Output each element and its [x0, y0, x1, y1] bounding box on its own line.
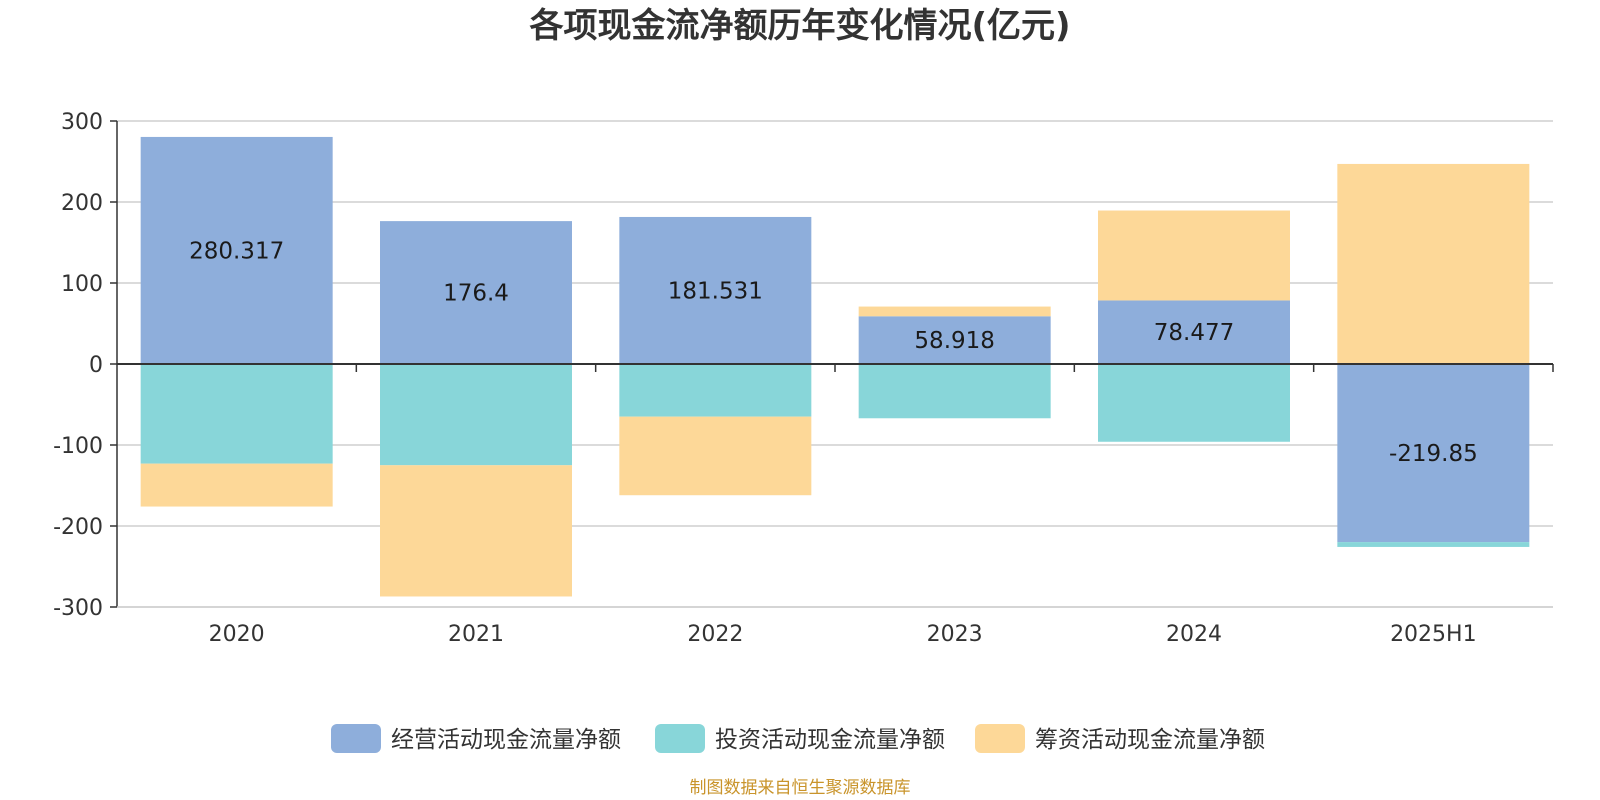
source-note: 制图数据来自恒生聚源数据库	[690, 778, 911, 798]
y-tick-label: -300	[53, 596, 103, 621]
bar-operating-2020	[140, 136, 333, 364]
data-label: 181.531	[668, 278, 763, 304]
chart-title: 各项现金流净额历年变化情况(亿元)	[529, 6, 1070, 46]
bar-operating-2023	[858, 316, 1051, 364]
bar-financing-2021	[380, 465, 572, 597]
bar-investing-2022	[619, 364, 812, 417]
x-tick-label: 2021	[448, 622, 504, 647]
legend-label[interactable]: 经营活动现金流量净额	[391, 727, 621, 753]
y-tick-label: 0	[89, 353, 103, 378]
bar-operating-2024	[1098, 300, 1290, 364]
bar-investing-2025H1	[1337, 542, 1530, 547]
bar-operating-2025H1	[1337, 364, 1530, 543]
bar-investing-2023	[858, 364, 1051, 419]
y-tick-label: 300	[61, 110, 103, 135]
bar-investing-2021	[380, 364, 572, 466]
legend: 经营活动现金流量净额 投资活动现金流量净额 筹资活动现金流量净额	[331, 724, 1265, 753]
legend-swatch[interactable]	[975, 724, 1025, 753]
bar-financing-2025H1	[1337, 163, 1530, 364]
bars	[140, 136, 1530, 597]
data-labels: 280.317 176.4 181.531 58.918 78.477 -219.85	[189, 238, 1478, 467]
y-tick-label: -100	[53, 434, 103, 459]
data-label: 176.4	[443, 281, 509, 307]
data-label: 280.317	[189, 238, 284, 264]
bar-financing-2022	[619, 416, 812, 496]
x-tick-label: 2020	[209, 622, 265, 647]
axes: 300 200 100 0 -100 -200 -300 2020 2021 2022 2023 20…	[53, 110, 1554, 647]
bar-investing-2024	[1098, 364, 1290, 442]
bar-investing-2020	[140, 364, 333, 464]
legend-swatch[interactable]	[331, 724, 381, 753]
bar-financing-2023	[858, 306, 1051, 317]
bar-financing-2024	[1098, 210, 1290, 301]
x-tick-label: 2022	[687, 622, 743, 647]
bar-financing-2020	[140, 463, 333, 507]
x-tick-label: 2023	[927, 622, 983, 647]
y-tick-label: 200	[61, 191, 103, 216]
data-label: 58.918	[914, 328, 994, 354]
bar-operating-2022	[619, 216, 812, 364]
legend-label[interactable]: 筹资活动现金流量净额	[1035, 727, 1265, 753]
x-tick-label: 2025H1	[1390, 622, 1477, 647]
legend-label[interactable]: 投资活动现金流量净额	[715, 727, 945, 753]
y-tick-label: -200	[53, 515, 103, 540]
x-tick-label: 2024	[1166, 622, 1222, 647]
data-label: -219.85	[1389, 441, 1478, 467]
bar-operating-2021	[380, 221, 572, 364]
data-label: 78.477	[1154, 320, 1234, 346]
legend-swatch[interactable]	[655, 724, 705, 753]
y-tick-label: 100	[61, 272, 103, 297]
